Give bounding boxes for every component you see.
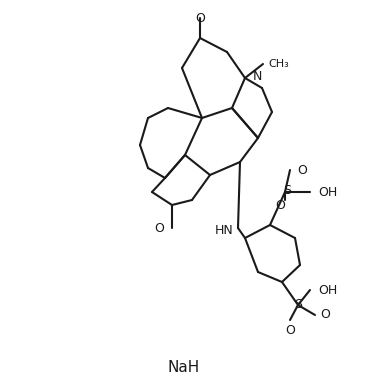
Text: O: O	[275, 198, 285, 212]
Text: N: N	[253, 70, 262, 82]
Text: S: S	[294, 298, 302, 312]
Text: CH₃: CH₃	[268, 59, 289, 69]
Text: O: O	[195, 12, 205, 25]
Text: O: O	[297, 163, 307, 177]
Text: OH: OH	[318, 284, 337, 296]
Text: OH: OH	[318, 186, 337, 198]
Text: S: S	[283, 184, 291, 196]
Text: O: O	[285, 324, 295, 336]
Text: HN: HN	[214, 224, 233, 237]
Text: O: O	[320, 308, 330, 321]
Text: NaH: NaH	[168, 361, 200, 375]
Text: O: O	[154, 221, 164, 235]
